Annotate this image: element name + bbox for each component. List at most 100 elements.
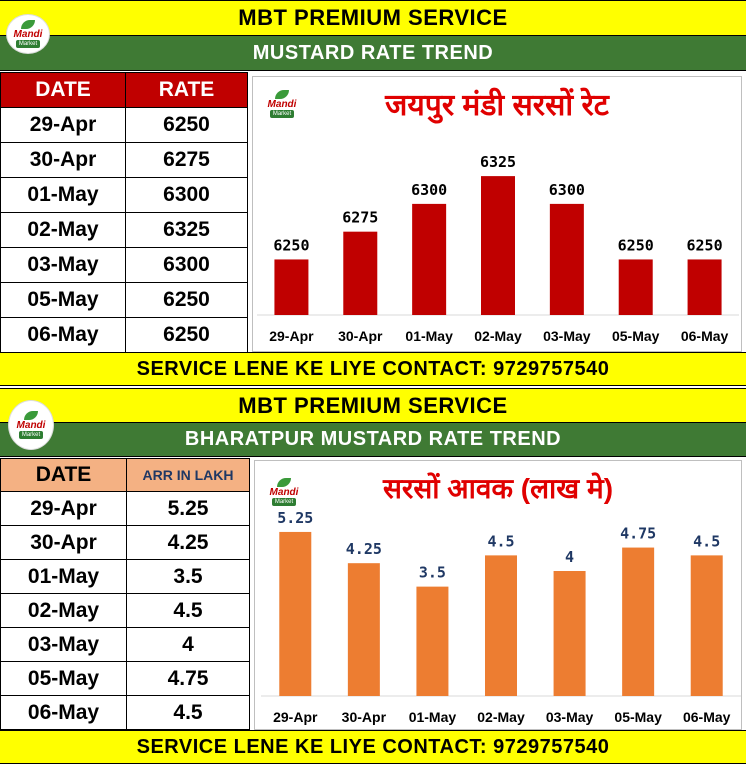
table-row: 30-Apr 4.25 [0, 525, 250, 560]
x-tick-label-06-May: 06-May [681, 328, 729, 344]
rate-cell: 6300 [125, 177, 248, 213]
x-tick-label-01-May: 01-May [405, 328, 453, 344]
panel2-subheader-text: BHARATPUR MUSTARD RATE TREND [184, 428, 562, 450]
rate-cell: 6325 [125, 212, 248, 248]
table-row: 05-May 6250 [0, 282, 248, 318]
x-tick-label-05-May: 05-May [612, 328, 660, 344]
table-row: 01-May 6300 [0, 177, 248, 213]
chart1-title: जयपुर मंडी सरसों रेट [385, 89, 609, 122]
col-header-date: DATE [0, 458, 127, 492]
col-header-date: DATE [0, 72, 126, 108]
x-tick-label-05-May: 05-May [614, 709, 662, 725]
data-label-29-Apr: 5.25 [277, 509, 313, 527]
rate-cell: 6300 [125, 247, 248, 283]
x-tick-label-03-May: 03-May [543, 328, 591, 344]
panel2-contact-text: SERVICE LENE KE LIYE CONTACT: 9729757540 [136, 736, 610, 758]
table-row: 30-Apr 6275 [0, 142, 248, 178]
chart2-logo: Mandi Market [263, 473, 305, 511]
data-label-06-May: 6250 [687, 236, 723, 254]
x-tick-label-02-May: 02-May [477, 709, 525, 725]
panel1-footer: SERVICE LENE KE LIYE CONTACT: 9729757540 [0, 352, 746, 386]
data-label-02-May: 6325 [480, 153, 516, 171]
date-cell: 06-May [0, 317, 126, 353]
arrival-cell: 4.5 [126, 593, 250, 628]
date-cell: 05-May [0, 661, 127, 696]
x-tick-label-29-Apr: 29-Apr [269, 328, 314, 344]
bar-30-Apr [347, 563, 380, 696]
date-cell: 02-May [0, 593, 127, 628]
rate-cell: 6250 [125, 317, 248, 353]
bar-01-May [412, 203, 447, 315]
bar-02-May [481, 176, 515, 315]
leaf-icon [24, 411, 38, 420]
leaf-icon [277, 478, 291, 487]
bar-06-May [690, 555, 723, 696]
table-row: 29-Apr 5.25 [0, 491, 250, 526]
date-cell: 29-Apr [0, 491, 127, 526]
panel2-subheader: BHARATPUR MUSTARD RATE TREND [0, 423, 746, 457]
rate-cell: 6275 [125, 142, 248, 178]
rate-cell: 6250 [125, 107, 248, 143]
data-label-05-May: 4.75 [620, 525, 656, 543]
logo-line2: Market [269, 110, 295, 118]
arrival-cell: 3.5 [126, 559, 250, 594]
logo-line2: Market [15, 40, 41, 48]
x-tick-label-01-May: 01-May [409, 709, 457, 725]
date-cell: 03-May [0, 247, 126, 283]
data-label-01-May: 6300 [411, 181, 447, 199]
table-header-row: DATE RATE [0, 72, 248, 108]
table-row: 02-May 6325 [0, 212, 248, 248]
table-header-row: DATE ARR IN LAKH [0, 458, 250, 492]
x-tick-label-30-Apr: 30-Apr [338, 328, 383, 344]
data-label-03-May: 6300 [549, 181, 585, 199]
arrival-table: DATE ARR IN LAKH 29-Apr 5.25 30-Apr 4.25 01-… [0, 458, 250, 730]
data-label-02-May: 4.5 [487, 532, 514, 550]
chart1-logo: Mandi Market [261, 85, 303, 123]
chart1-container: Mandi Market जयपुर मंडी सरसों रेट 6250 29… [252, 76, 742, 352]
data-label-30-Apr: 6275 [342, 209, 378, 227]
table-row: 29-Apr 6250 [0, 107, 248, 143]
table-row: 06-May 6250 [0, 317, 248, 353]
bar-05-May [622, 547, 655, 696]
x-tick-label-02-May: 02-May [474, 328, 522, 344]
panel2-footer: SERVICE LENE KE LIYE CONTACT: 9729757540 [0, 730, 746, 764]
panel2-header: MBT PREMIUM SERVICE [0, 388, 746, 423]
panel1-header: MBT PREMIUM SERVICE [0, 0, 746, 36]
date-cell: 30-Apr [0, 142, 126, 178]
rate-table: DATE RATE 29-Apr 6250 30-Apr 6275 01-May 6300… [0, 72, 248, 353]
mandi-market-logo-2: Mandi Market [8, 400, 54, 450]
bar-03-May [549, 203, 584, 315]
panel1-header-text: MBT PREMIUM SERVICE [238, 5, 508, 30]
data-label-06-May: 4.5 [693, 532, 720, 550]
arrival-cell: 4.5 [126, 695, 250, 730]
col-header-rate: RATE [125, 72, 248, 108]
table-row: 05-May 4.75 [0, 661, 250, 696]
bar-02-May [485, 555, 517, 696]
panel2-header-text: MBT PREMIUM SERVICE [238, 393, 508, 418]
arrival-cell: 4.25 [126, 525, 250, 560]
date-cell: 03-May [0, 627, 127, 662]
logo-line1: Mandi [269, 487, 299, 498]
mandi-market-logo: Mandi Market [6, 14, 50, 54]
bar-29-Apr [274, 259, 309, 315]
data-label-30-Apr: 4.25 [346, 540, 382, 558]
table-row: 01-May 3.5 [0, 559, 250, 594]
data-label-01-May: 3.5 [419, 564, 446, 582]
logo-line1: Mandi [16, 420, 46, 431]
leaf-icon [21, 20, 35, 29]
chart2-svg: 5.25 29-Apr 4.25 30-Apr 3.5 01-May 4.5 02-May 4 0… [261, 509, 741, 725]
bar-05-May [618, 259, 653, 315]
date-cell: 02-May [0, 212, 126, 248]
rate-cell: 6250 [125, 282, 248, 318]
logo-line2: Market [271, 498, 297, 506]
date-cell: 01-May [0, 177, 126, 213]
table-row: 06-May 4.5 [0, 695, 250, 730]
logo-line2: Market [18, 431, 44, 439]
arrival-cell: 4.75 [126, 661, 250, 696]
date-cell: 06-May [0, 695, 127, 730]
date-cell: 30-Apr [0, 525, 127, 560]
x-tick-label-29-Apr: 29-Apr [273, 709, 318, 725]
x-tick-label-03-May: 03-May [546, 709, 594, 725]
panel1-subheader: MUSTARD RATE TREND [0, 36, 746, 71]
logo-line1: Mandi [267, 99, 297, 110]
